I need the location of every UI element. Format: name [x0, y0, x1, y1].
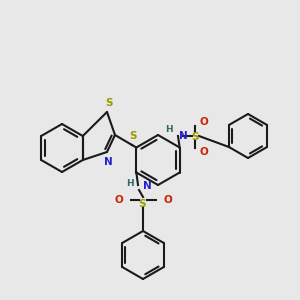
Text: S: S	[191, 132, 199, 142]
Text: O: O	[199, 117, 208, 127]
Text: N: N	[103, 157, 112, 167]
Text: O: O	[199, 147, 208, 157]
Text: N: N	[143, 181, 152, 191]
Text: S: S	[129, 131, 137, 141]
Text: H: H	[165, 125, 173, 134]
Text: O: O	[114, 195, 123, 205]
Text: S: S	[105, 98, 113, 108]
Text: H: H	[126, 178, 134, 188]
Text: N: N	[179, 131, 188, 141]
Text: O: O	[164, 195, 173, 205]
Text: S: S	[138, 199, 146, 209]
